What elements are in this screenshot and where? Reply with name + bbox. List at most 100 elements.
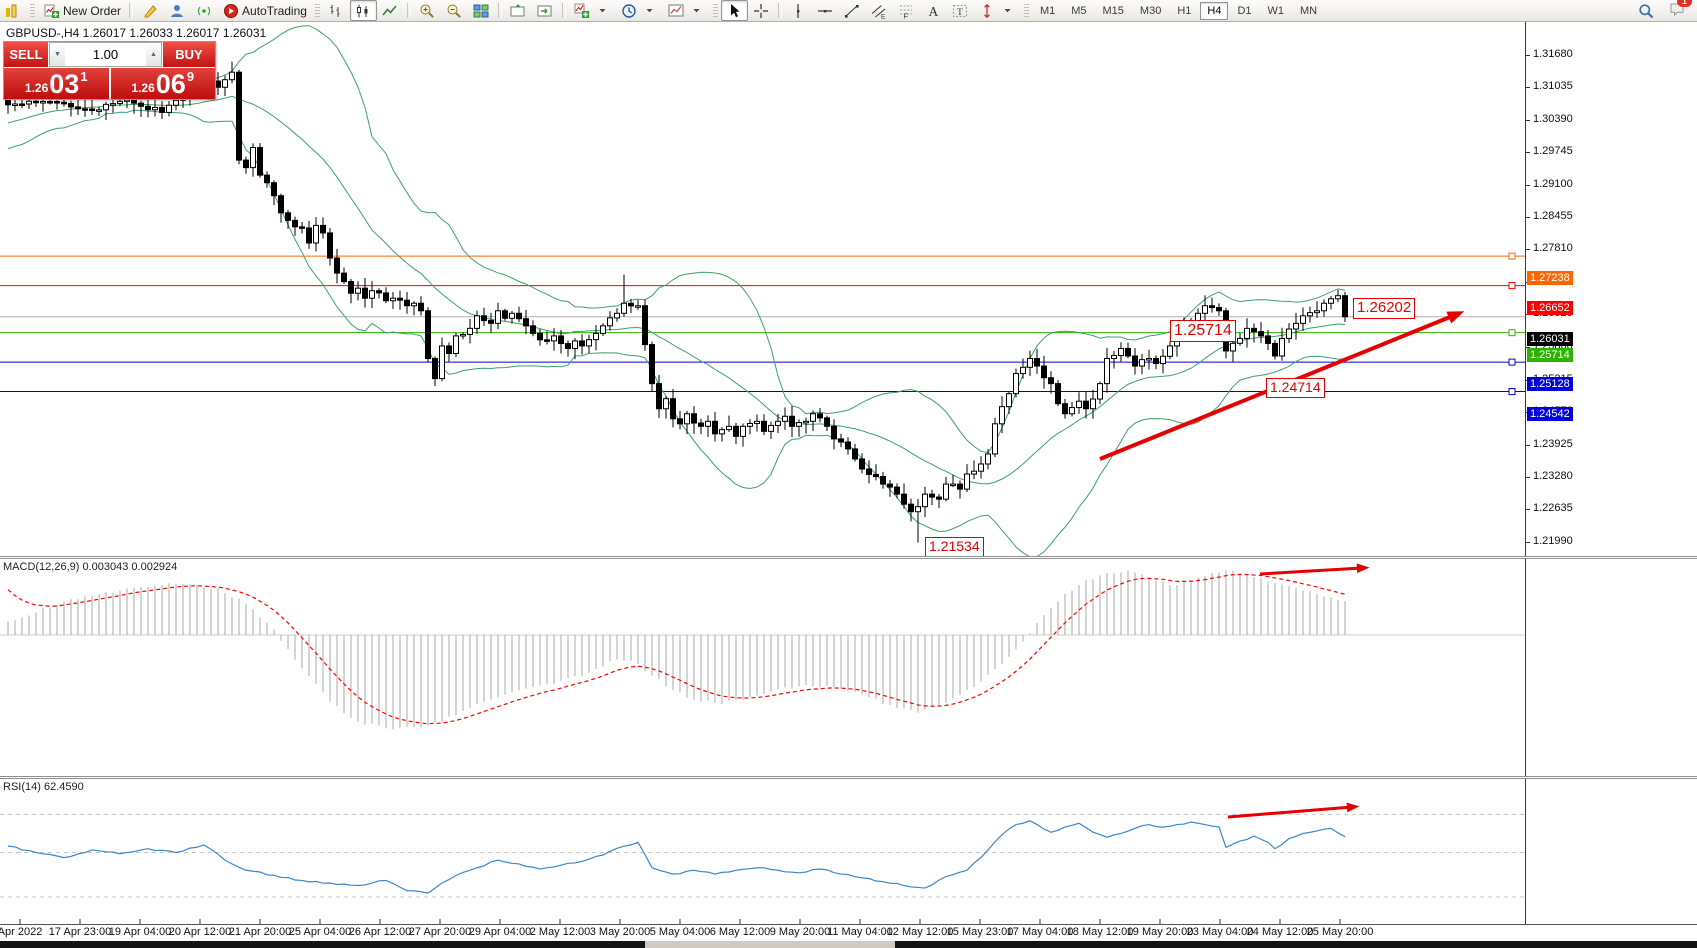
channel-icon[interactable]: E — [871, 3, 888, 19]
volume-input[interactable]: 1.00 — [65, 43, 146, 66]
timeframe-button-h1[interactable]: H1 — [1177, 4, 1192, 17]
chart-autoscroll-button[interactable] — [532, 0, 559, 21]
trend-line-tool-button[interactable] — [839, 0, 866, 21]
timeframe-button-mn[interactable]: MN — [1300, 4, 1318, 17]
text-label-tool-button[interactable]: T — [947, 0, 974, 21]
text-icon[interactable]: A — [925, 3, 942, 19]
timeframe-button-w1[interactable]: W1 — [1267, 4, 1285, 17]
chart-line-button[interactable] — [377, 0, 404, 21]
text-label-icon[interactable]: T — [952, 3, 969, 19]
highlighter-button[interactable] — [136, 0, 163, 21]
timeframe-button-m30[interactable]: M30 — [1139, 4, 1162, 17]
timeframe-button-m1[interactable]: M1 — [1039, 4, 1056, 17]
timeframe-button-m5[interactable]: M5 — [1071, 4, 1087, 17]
chart-shift-icon[interactable] — [510, 3, 527, 19]
window-menu-button[interactable] — [0, 0, 27, 21]
arrow-shapes-tool-button[interactable] — [974, 0, 1021, 21]
price-chart-canvas[interactable] — [0, 22, 1525, 556]
zoom-out-button[interactable] — [441, 0, 468, 21]
templates-button[interactable] — [663, 0, 710, 21]
rsi-canvas[interactable] — [0, 779, 1525, 924]
highlighter-icon[interactable] — [141, 3, 158, 19]
volume-stepper: ▼ 1.00 ▲ — [49, 42, 162, 67]
svg-text:F: F — [904, 11, 909, 19]
crosshair-icon[interactable] — [753, 3, 770, 19]
buy-price-display[interactable]: 1.26 06 9 — [110, 68, 215, 99]
add-indicator-icon[interactable] — [574, 3, 591, 19]
dropdown-icon[interactable] — [641, 3, 658, 19]
macd-canvas[interactable] — [0, 559, 1525, 776]
chart-candles-button[interactable] — [349, 0, 377, 21]
new-order-button[interactable]: New Order — [38, 0, 126, 21]
horizontal-line-tool-button[interactable] — [812, 0, 839, 21]
add-indicator-button[interactable] — [569, 0, 616, 21]
signal-icon[interactable] — [195, 3, 212, 19]
timeframe-button-d1[interactable]: D1 — [1237, 4, 1252, 17]
chart-bars-icon[interactable] — [328, 3, 345, 19]
trend-line-icon[interactable] — [844, 3, 861, 19]
annotation-resistance-price[interactable]: 1.26202 — [1353, 298, 1416, 319]
fibonacci-icon[interactable]: F — [898, 3, 915, 19]
scrollbar-thumb[interactable] — [645, 941, 895, 948]
autotrading-button[interactable]: AutoTrading — [217, 0, 312, 21]
zoom-in-button[interactable] — [414, 0, 441, 21]
panel-divider[interactable] — [0, 556, 1697, 559]
tile-windows-button[interactable] — [468, 0, 495, 21]
axis-tick — [1526, 217, 1530, 218]
annotation-pivot-price[interactable]: 1.25714 — [1170, 320, 1236, 342]
horizontal-line-icon[interactable] — [817, 3, 834, 19]
svg-text:T: T — [957, 7, 963, 17]
time-axis[interactable]: Apr 2022 17 Apr 23:00 19 Apr 04:00 20 Apr 1… — [0, 925, 1697, 941]
dropdown-icon[interactable] — [594, 3, 611, 19]
vertical-line-tool-button[interactable] — [785, 0, 812, 21]
sell-price-display[interactable]: 1.26 03 1 — [4, 68, 109, 99]
profile-icon[interactable] — [168, 3, 185, 19]
volume-increase-button[interactable]: ▲ — [146, 43, 161, 66]
zoom-in-icon[interactable] — [419, 3, 436, 19]
horizontal-scrollbar[interactable] — [0, 941, 1697, 948]
periods-button[interactable] — [616, 0, 663, 21]
channel-tool-button[interactable]: E — [866, 0, 893, 21]
zoom-out-icon[interactable] — [446, 3, 463, 19]
arrow-shapes-icon[interactable] — [979, 3, 996, 19]
time-axis-label: Apr 2022 — [0, 926, 43, 938]
volume-decrease-button[interactable]: ▼ — [50, 43, 65, 66]
vertical-line-icon[interactable] — [790, 3, 807, 19]
chart-line-icon[interactable] — [382, 3, 399, 19]
time-axis-label: 21 Apr 20:00 — [228, 926, 292, 938]
timeframe-clock-icon[interactable] — [621, 3, 638, 19]
time-axis-label: 17 Apr 23:00 — [48, 926, 112, 938]
autotrading-icon[interactable] — [222, 3, 239, 19]
price-line-badge: 1.25128 — [1527, 377, 1573, 392]
buy-button[interactable]: BUY — [163, 42, 215, 67]
cursor-icon[interactable] — [726, 3, 743, 19]
timeframe-button-m15[interactable]: M15 — [1102, 4, 1124, 17]
chart-shift-button[interactable] — [505, 0, 532, 21]
crosshair-tool-button[interactable] — [748, 0, 775, 21]
signals-button[interactable] — [190, 0, 217, 21]
dropdown-icon[interactable] — [999, 3, 1016, 19]
toolbar-separator — [561, 3, 566, 18]
annotation-support-price[interactable]: 1.24714 — [1266, 378, 1325, 398]
cursor-tool-button[interactable] — [720, 0, 748, 21]
main-chart-panel: 1.31680 1.31035 1.30390 1.29745 1.29100 1.284… — [0, 22, 1697, 579]
sell-button[interactable]: SELL — [4, 42, 48, 67]
chart-partial-icon[interactable] — [5, 3, 22, 19]
new-order-icon[interactable] — [43, 3, 60, 19]
chart-template-icon[interactable] — [668, 3, 685, 19]
toolbar-grip — [30, 3, 35, 18]
text-tool-button[interactable]: A — [920, 0, 947, 21]
profiles-button[interactable] — [163, 0, 190, 21]
chart-bars-button[interactable] — [323, 0, 350, 21]
annotation-low-price[interactable]: 1.21534 — [925, 537, 984, 557]
chart-candles-icon[interactable] — [355, 3, 372, 19]
toolbar-separator — [497, 3, 502, 18]
chart-autoscroll-icon[interactable] — [537, 3, 554, 19]
timeframe-button-h4[interactable]: H4 — [1200, 1, 1229, 20]
search-icon[interactable] — [1637, 3, 1654, 19]
notifications-button[interactable]: 1 — [1668, 0, 1692, 20]
dropdown-icon[interactable] — [688, 3, 705, 19]
panel-divider[interactable] — [0, 776, 1697, 779]
fibonacci-tool-button[interactable]: F — [893, 0, 920, 21]
tile-windows-icon[interactable] — [473, 3, 490, 19]
